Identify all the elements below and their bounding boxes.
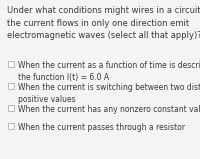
- Text: When the current is switching between two distinct
positive values: When the current is switching between tw…: [18, 83, 200, 104]
- Text: When the current as a function of time is described by
the function I(t) = 6.0 A: When the current as a function of time i…: [18, 61, 200, 82]
- Text: Under what conditions might wires in a circuit where
the current flows in only o: Under what conditions might wires in a c…: [7, 6, 200, 40]
- FancyBboxPatch shape: [8, 83, 14, 89]
- FancyBboxPatch shape: [8, 123, 14, 129]
- Text: When the current has any nonzero constant value: When the current has any nonzero constan…: [18, 105, 200, 114]
- Text: When the current passes through a resistor: When the current passes through a resist…: [18, 123, 185, 132]
- FancyBboxPatch shape: [8, 61, 14, 67]
- FancyBboxPatch shape: [8, 105, 14, 111]
